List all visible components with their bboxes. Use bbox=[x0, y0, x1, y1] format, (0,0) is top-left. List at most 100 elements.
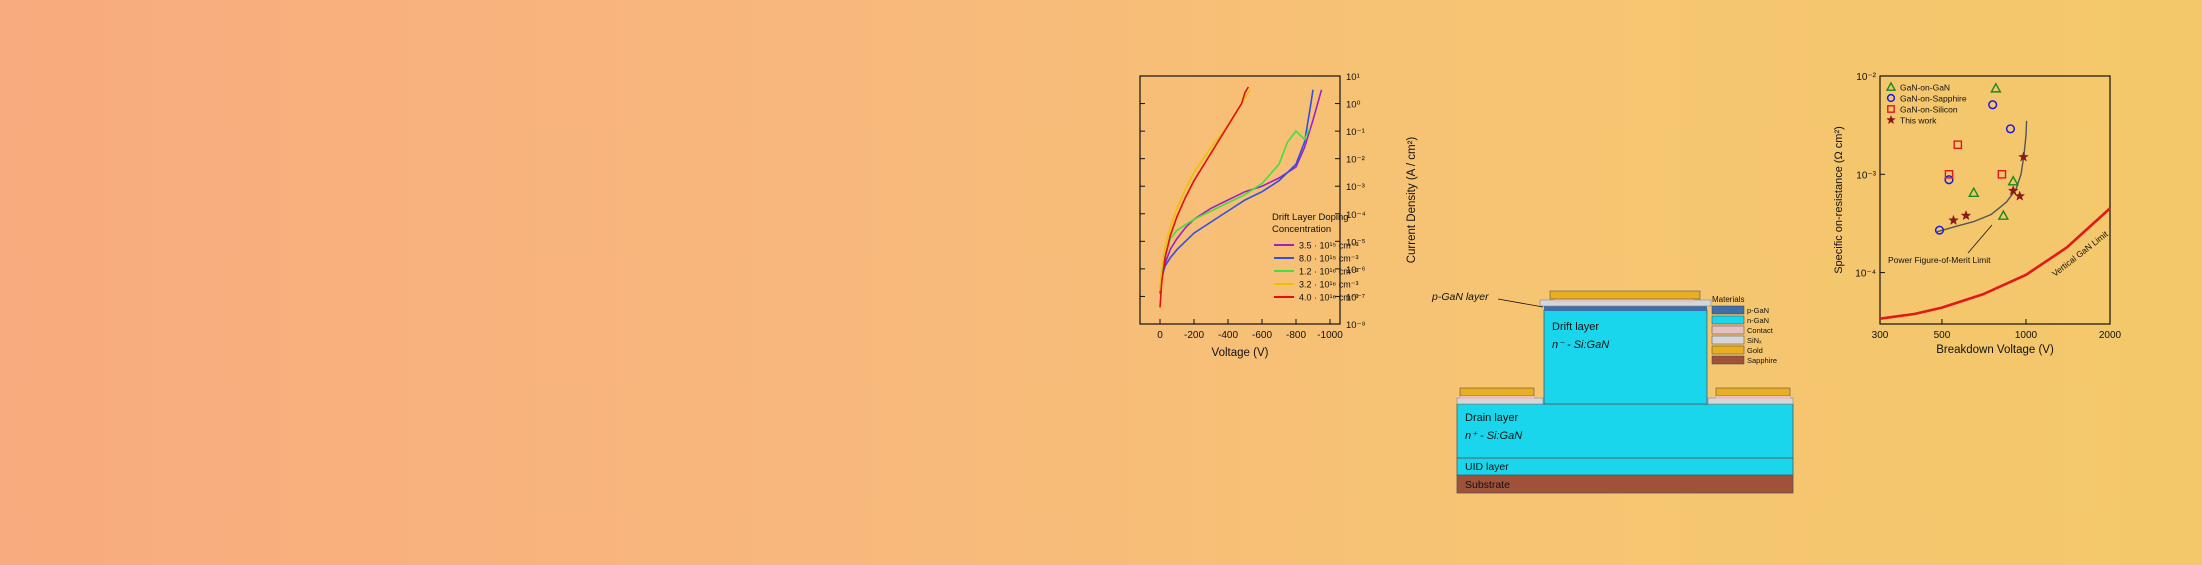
material-label: p-GaN bbox=[1747, 306, 1769, 315]
fom-point-star bbox=[2014, 190, 2026, 201]
material-label: Sapphire bbox=[1747, 356, 1777, 365]
fom-point-square bbox=[1953, 140, 1963, 150]
iv-legend-label: 3.2 · 10¹⁶ cm⁻³ bbox=[1299, 280, 1358, 290]
p-gan-layer-label: p-GaN layer bbox=[1431, 291, 1489, 303]
fom-legend-marker-star bbox=[1886, 114, 1896, 125]
fom-chart: 300 500 1000 2000 10⁻⁴10⁻³10⁻² GaN-on-GaNGa… bbox=[1833, 72, 2122, 356]
fom-points bbox=[1934, 82, 2029, 235]
iv-y-tick-label: 10⁰ bbox=[1346, 100, 1361, 111]
iv-legend-label: 4.0 · 10¹⁶ cm⁻³ bbox=[1299, 293, 1358, 303]
fom-limit-curves bbox=[1879, 120, 2111, 320]
right-contact bbox=[1716, 396, 1790, 399]
material-label: n-GaN bbox=[1747, 316, 1769, 325]
iv-x-tick-label: -600 bbox=[1252, 330, 1272, 341]
fom-legend-label: This work bbox=[1900, 116, 1937, 126]
left-contact bbox=[1460, 396, 1534, 399]
material-swatch bbox=[1711, 305, 1745, 315]
iv-legend-label: 3.5 · 10¹⁵ cm⁻³ bbox=[1299, 241, 1359, 251]
fom-y-axis-label: Specific on-resistance (Ω cm²) bbox=[1833, 126, 1845, 274]
iv-x-tick-label: -400 bbox=[1218, 330, 1238, 341]
material-label: Contact bbox=[1747, 326, 1774, 335]
fom-point-circle bbox=[1934, 225, 1945, 235]
iv-x-tick-label: -200 bbox=[1184, 330, 1204, 341]
vertical-gan-limit-curve bbox=[1879, 207, 2111, 320]
iv-x-tick-label: -800 bbox=[1286, 330, 1306, 341]
fom-y-tick-label: 10⁻⁴ bbox=[1855, 269, 1876, 280]
iv-chart: 0 -200 -400 -600 -800 -1000 10⁻⁸10⁻⁷10⁻⁶10⁻⁵1… bbox=[1139, 72, 1418, 359]
top-contact bbox=[1554, 298, 1694, 302]
fom-x-ticks: 300 500 1000 2000 bbox=[1872, 319, 2122, 341]
iv-y-tick-label: 10⁻¹ bbox=[1346, 127, 1365, 138]
iv-legend-label: 8.0 · 10¹⁵ cm⁻³ bbox=[1299, 254, 1359, 264]
iv-y-tick-label: 10⁻⁷ bbox=[1346, 292, 1366, 303]
iv-legend: 3.5 · 10¹⁵ cm⁻³ 8.0 · 10¹⁵ cm⁻³ 1.2 · 10¹⁶… bbox=[1274, 241, 1359, 303]
iv-x-tick-label: -1000 bbox=[1317, 330, 1343, 341]
iv-y-tick-label: 10⁻⁶ bbox=[1346, 265, 1366, 276]
fom-x-tick-label: 300 bbox=[1872, 330, 1889, 341]
fom-point-circle bbox=[2005, 124, 2016, 134]
fom-y-tick-label: 10⁻² bbox=[1856, 72, 1876, 83]
uid-layer-label: UID layer bbox=[1465, 461, 1509, 473]
drain-layer-doping: n⁺ - Si:GaN bbox=[1465, 430, 1522, 442]
material-swatch bbox=[1711, 325, 1745, 335]
fom-point-triangle bbox=[1968, 186, 1980, 197]
iv-y-tick-label: 10⁻³ bbox=[1346, 182, 1365, 193]
fom-point-circle bbox=[1944, 175, 1954, 185]
fom-legend: GaN-on-GaNGaN-on-SapphireGaN-on-SiliconT… bbox=[1885, 81, 1967, 126]
drift-layer bbox=[1543, 309, 1708, 405]
material-swatch bbox=[1711, 335, 1745, 345]
drain-layer-label: Drain layer bbox=[1465, 412, 1519, 424]
fom-legend-marker-triangle bbox=[1885, 81, 1897, 91]
fom-point-square bbox=[1944, 170, 1954, 179]
iv-y-ticks: 10⁻⁸ 10⁻⁷ 10⁻⁶ 10⁻⁵ 10⁻⁴ 10⁻³ 10⁻² 10⁻¹ 10⁰ 10¹ bbox=[1140, 72, 1366, 331]
power-fom-limit-label: Power Figure-of-Merit Limit bbox=[1888, 255, 1991, 265]
iv-y-axis-label: Current Density (A / cm²) bbox=[1406, 137, 1418, 264]
fom-x-tick-label: 500 bbox=[1934, 330, 1951, 341]
drain-layer bbox=[1456, 403, 1794, 459]
fom-legend-marker-circle bbox=[1886, 93, 1896, 103]
p-gan-label-arrow bbox=[1497, 298, 1544, 308]
iv-series-line-1 bbox=[1159, 89, 1323, 294]
right-gold-pad bbox=[1715, 387, 1791, 397]
iv-series-line-2 bbox=[1159, 89, 1314, 291]
iv-plot-frame bbox=[1139, 75, 1341, 325]
iv-series-line-3 bbox=[1159, 128, 1311, 289]
fom-x-tick-label: 1000 bbox=[2015, 330, 2038, 341]
fom-plot-frame bbox=[1879, 75, 2111, 325]
fom-y-tick-label: 10⁻³ bbox=[1856, 170, 1876, 181]
iv-y-tick-label: 10⁻² bbox=[1346, 155, 1365, 166]
fom-point-triangle bbox=[1990, 82, 2002, 93]
drift-layer-doping: n⁻ - Si:GaN bbox=[1552, 339, 1609, 351]
drift-layer-label: Drift layer bbox=[1552, 321, 1599, 333]
power-fom-limit-curve bbox=[1936, 120, 2028, 233]
fom-legend-label: GaN-on-Sapphire bbox=[1900, 94, 1967, 104]
iv-y-tick-label: 10⁻⁸ bbox=[1346, 320, 1366, 331]
iv-y-tick-label: 10⁻⁴ bbox=[1346, 210, 1366, 221]
iv-legend-title-line2: Concentration bbox=[1272, 224, 1331, 235]
materials-legend-title: Materials bbox=[1712, 295, 1744, 304]
fom-x-axis-label: Breakdown Voltage (V) bbox=[1936, 344, 2054, 356]
fom-point-star bbox=[1948, 214, 1959, 226]
iv-series bbox=[1159, 86, 1323, 308]
material-swatch bbox=[1711, 345, 1745, 355]
iv-x-ticks: 0 -200 -400 -600 -800 -1000 bbox=[1157, 319, 1343, 341]
fom-point-triangle bbox=[2007, 175, 2019, 186]
p-gan-layer bbox=[1544, 306, 1707, 311]
left-gold-pad bbox=[1459, 387, 1535, 397]
material-swatch bbox=[1711, 355, 1745, 365]
iv-y-tick-label: 10¹ bbox=[1346, 72, 1360, 83]
fom-point-square bbox=[1997, 170, 2007, 179]
fom-point-star bbox=[2018, 151, 2029, 162]
iv-series-line-4 bbox=[1159, 89, 1251, 291]
fom-y-ticks: 10⁻⁴ 10⁻³ 10⁻² bbox=[1855, 72, 1885, 280]
fom-point-triangle bbox=[1997, 209, 2010, 220]
fom-legend-label: GaN-on-GaN bbox=[1900, 83, 1950, 93]
fom-legend-label: GaN-on-Silicon bbox=[1900, 105, 1958, 115]
fom-legend-marker-square bbox=[1887, 105, 1895, 113]
iv-legend-title-line1: Drift Layer Doping bbox=[1272, 212, 1349, 223]
iv-series-line-5 bbox=[1159, 86, 1250, 308]
fom-point-star bbox=[2007, 185, 2019, 196]
power-fom-limit-arrow bbox=[1967, 224, 1993, 254]
device-structure: p-GaN layer Drift layer n⁻ - Si:GaN Drai… bbox=[1431, 290, 1794, 494]
